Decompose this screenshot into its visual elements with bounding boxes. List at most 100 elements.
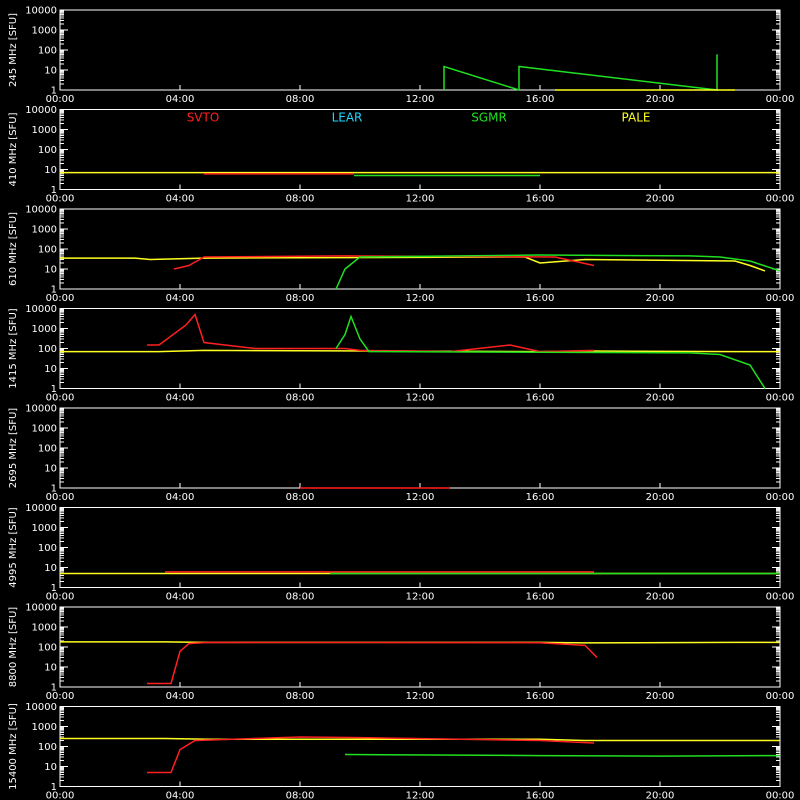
y-axis-label: 15400 MHz [SFU] (8, 703, 19, 790)
x-tick-label: 16:00 (526, 492, 555, 503)
y-tick-label: 10 (44, 464, 57, 475)
x-tick-label: 00:00 (766, 492, 795, 503)
x-tick-label: 04:00 (166, 691, 195, 702)
y-tick-label: 1 (51, 86, 57, 97)
x-tick-label: 12:00 (406, 592, 435, 603)
x-tick-label: 16:00 (526, 592, 555, 603)
series-pale (60, 737, 780, 742)
panel-4: 10000 1000 100 10 1 1415 MHz [SFU] 00:00 04:00 0… (8, 304, 794, 404)
y-axis-label: 410 MHz [SFU] (8, 112, 19, 186)
x-tick-label: 00:00 (46, 592, 75, 603)
x-tick-label: 00:00 (766, 194, 795, 205)
x-tick-label: 12:00 (406, 293, 435, 304)
x-tick-label: 12:00 (406, 194, 435, 205)
y-axis-label: 610 MHz [SFU] (8, 212, 19, 286)
x-tick-label: 16:00 (526, 393, 555, 404)
y-tick-label: 10 (44, 364, 57, 375)
y-tick-label: 100 (38, 344, 57, 355)
series-svto (147, 736, 595, 774)
panel-frame (59, 208, 781, 290)
panel-3: 10000 1000 100 10 1 610 MHz [SFU] 00:00 04:00 08… (8, 205, 794, 305)
panel-frame (59, 9, 781, 91)
x-tick-label: 00:00 (46, 492, 75, 503)
series-sgmr (443, 54, 718, 92)
x-tick-label: 12:00 (406, 94, 435, 105)
y-tick-label: 1 (51, 384, 57, 395)
y-tick-label: 1000 (32, 125, 57, 136)
legend-sgmr: SGMR (471, 111, 507, 125)
panel-frame (59, 109, 781, 190)
x-tick-label: 08:00 (286, 94, 315, 105)
panel-5: 10000 1000 100 10 1 2695 MHz [SFU] 00:00 04:00 0… (8, 404, 794, 504)
y-tick-label: 1 (51, 782, 57, 793)
y-tick-label: 1000 (32, 623, 57, 634)
x-tick-label: 00:00 (46, 194, 75, 205)
series-pale (60, 256, 766, 272)
legend-svto: SVTO (187, 111, 220, 125)
x-tick-label: 00:00 (766, 293, 795, 304)
panel-1: 10000 1000 100 10 1 245 MHz [SFU] 00:00 04:00 08… (8, 6, 794, 106)
y-tick-label: 10 (44, 663, 57, 674)
y-tick-label: 1 (51, 583, 57, 594)
y-tick-label: 10000 (25, 105, 57, 116)
x-tick-label: 12:00 (406, 691, 435, 702)
x-tick-label: 20:00 (646, 592, 675, 603)
y-axis-label: 1415 MHz [SFU] (8, 308, 19, 389)
y-tick-label: 100 (38, 46, 57, 57)
y-axis-label: 8800 MHz [SFU] (8, 607, 19, 688)
x-tick-label: 00:00 (46, 691, 75, 702)
y-tick-label: 1000 (32, 225, 57, 236)
y-tick-label: 100 (38, 145, 57, 156)
series-svto (147, 312, 595, 353)
panel-2: 10000 1000 100 10 1 410 MHz [SFU] 00:00 04:00 08… (8, 105, 794, 205)
y-tick-label: 100 (38, 444, 57, 455)
y-tick-label: 1000 (32, 26, 57, 37)
x-tick-label: 04:00 (166, 94, 195, 105)
panel-7: 10000 1000 100 10 1 8800 MHz [SFU] 00:00 04:00 0… (8, 603, 794, 703)
x-tick-label: 00:00 (766, 691, 795, 702)
series-svto (147, 641, 598, 685)
x-tick-label: 04:00 (166, 194, 195, 205)
y-tick-label: 1 (51, 285, 57, 296)
x-tick-label: 08:00 (286, 194, 315, 205)
x-tick-label: 20:00 (646, 393, 675, 404)
panel-6: 10000 1000 100 10 1 4995 MHz [SFU] 00:00 04:00 0… (8, 503, 794, 603)
y-tick-label: 1000 (32, 324, 57, 335)
x-tick-label: 20:00 (646, 194, 675, 205)
x-tick-label: 08:00 (286, 492, 315, 503)
legend-lear: LEAR (332, 111, 363, 125)
y-tick-label: 10000 (25, 205, 57, 216)
series-sgmr (335, 314, 766, 389)
y-tick-label: 10000 (25, 702, 57, 713)
y-tick-label: 10000 (25, 6, 57, 17)
y-tick-label: 1 (51, 683, 57, 694)
y-tick-label: 1000 (32, 424, 57, 435)
x-tick-label: 00:00 (766, 94, 795, 105)
x-tick-label: 00:00 (46, 791, 75, 800)
y-tick-label: 1 (51, 185, 57, 196)
panel-frame (59, 308, 781, 389)
y-tick-label: 100 (38, 742, 57, 753)
y-tick-label: 10000 (25, 503, 57, 514)
y-axis-label: 245 MHz [SFU] (8, 13, 19, 87)
y-tick-label: 10000 (25, 404, 57, 415)
x-tick-label: 20:00 (646, 293, 675, 304)
x-tick-label: 00:00 (46, 94, 75, 105)
x-tick-label: 12:00 (406, 393, 435, 404)
y-tick-label: 100 (38, 543, 57, 554)
y-tick-label: 10 (44, 165, 57, 176)
x-tick-label: 00:00 (766, 592, 795, 603)
x-tick-label: 00:00 (766, 791, 795, 800)
panel-8: 10000 1000 100 10 1 15400 MHz [SFU] 00:00 04:00… (8, 702, 794, 800)
x-tick-label: 08:00 (286, 791, 315, 800)
panel-frame (59, 507, 781, 588)
series-sgmr (344, 753, 781, 757)
legend-pale: PALE (622, 111, 651, 125)
x-tick-label: 16:00 (526, 94, 555, 105)
x-tick-label: 16:00 (526, 791, 555, 800)
y-tick-label: 10 (44, 66, 57, 77)
y-axis-label: 2695 MHz [SFU] (8, 408, 19, 489)
x-tick-label: 08:00 (286, 293, 315, 304)
series-svto (173, 255, 595, 270)
y-tick-label: 1000 (32, 722, 57, 733)
